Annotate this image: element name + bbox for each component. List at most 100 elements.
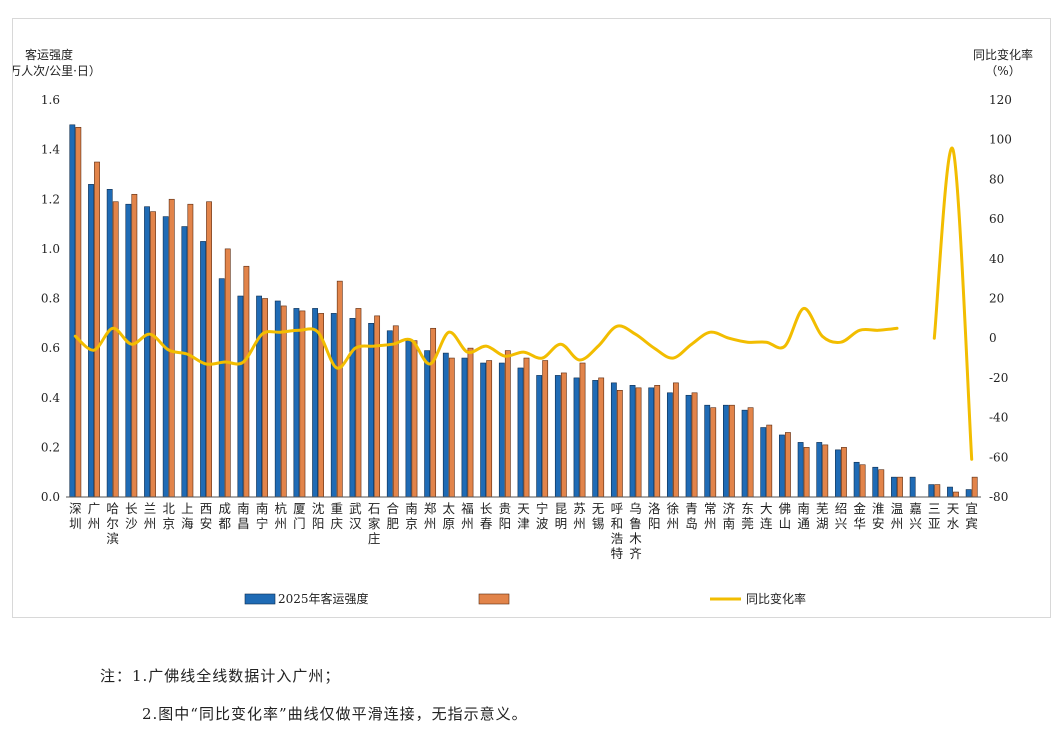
bar-2025 [274, 300, 281, 498]
bar-series-2 [523, 357, 530, 498]
bar-series-2 [654, 385, 661, 498]
bar-2025 [872, 466, 879, 498]
bar-series-2 [971, 476, 978, 498]
right-tick-label: 60 [989, 212, 1004, 226]
category-label: 西安 [200, 501, 213, 531]
bar-2025 [666, 392, 673, 498]
category-label: 苏州 [573, 501, 586, 531]
category-label: 淮安 [872, 501, 885, 531]
bar-2025 [442, 352, 449, 498]
category-label: 合肥 [387, 501, 400, 531]
bar-series-2 [299, 310, 306, 498]
left-tick-label: 0.8 [41, 292, 60, 306]
category-label: 南昌 [237, 501, 250, 531]
right-tick-label: 0 [989, 331, 997, 345]
left-axis-title: 客运强度 [25, 47, 73, 62]
bar-2025 [106, 189, 113, 498]
category-label: 武汉 [349, 501, 362, 531]
category-label: 大连 [760, 501, 773, 531]
bar-series-2 [934, 484, 941, 498]
yoy-change-line [932, 146, 974, 461]
category-label: 无锡 [592, 501, 605, 531]
bar-2025 [685, 394, 692, 498]
dual-axis-bar-line-chart: 客运强度 （万人次/公里·日） 同比变化率 （%） 0.0 0.2 0.4 0.6 0.8 1.0… [13, 47, 1033, 606]
bar-series-2 [243, 265, 250, 498]
bar-2025 [909, 476, 916, 498]
category-label: 乌鲁木齐 [629, 501, 642, 561]
bar-series-2 [542, 360, 549, 498]
chart-frame: 客运强度 （万人次/公里·日） 同比变化率 （%） 0.0 0.2 0.4 0.6 0.8 1.0… [12, 18, 1051, 618]
bar-2025 [573, 377, 580, 498]
bar-2025 [405, 340, 412, 498]
bar-series-2 [616, 390, 623, 498]
left-tick-label: 1.4 [41, 143, 60, 157]
footnote-2: 2.图中“同比变化率”曲线仅做平滑连接，无指示意义。 [142, 705, 528, 723]
right-tick-label: 20 [989, 292, 1004, 306]
bar-series-2 [150, 211, 156, 498]
bar-2025 [349, 318, 356, 498]
bar-2025 [760, 427, 767, 498]
right-axis-title: 同比变化率 [973, 47, 1033, 62]
category-label: 太原 [443, 501, 456, 531]
bar-series-2 [467, 347, 474, 498]
bar-series-2 [710, 407, 717, 498]
bar-series-2 [262, 298, 268, 498]
category-label: 常州 [704, 501, 717, 531]
footnote-1: 注：1.广佛线全线数据计入广州； [100, 667, 341, 685]
bar-series-2 [747, 407, 754, 498]
right-tick-label: -60 [989, 450, 1008, 464]
category-label: 哈尔滨 [106, 501, 119, 546]
right-tick-label: 120 [989, 93, 1012, 107]
category-label: 广州 [88, 501, 101, 531]
bar-2025 [928, 484, 935, 498]
category-label: 郑州 [424, 501, 437, 531]
category-label: 徐州 [667, 501, 680, 531]
category-label: 深圳 [69, 501, 82, 531]
bar-series-2 [430, 327, 437, 498]
bar-2025 [629, 385, 636, 498]
bar-series-2 [94, 161, 100, 498]
left-tick-label: 0.0 [41, 490, 60, 504]
bar-series-2 [560, 372, 567, 498]
bar-2025 [424, 350, 431, 498]
bar-series-2 [206, 201, 212, 498]
bar-series-2 [280, 305, 287, 498]
bar-2025 [237, 295, 244, 498]
bar-2025 [218, 278, 225, 498]
category-label: 昆明 [555, 501, 568, 531]
bar-2025 [648, 387, 655, 498]
category-label: 南京 [405, 501, 418, 531]
bar-2025 [592, 380, 599, 498]
bar-2025 [461, 357, 468, 498]
bar-2025 [181, 226, 188, 498]
category-label: 洛阳 [648, 501, 661, 531]
yoy-change-line [73, 306, 899, 370]
bar-2025 [779, 434, 785, 498]
bar-2025 [965, 489, 972, 498]
bar-2025 [723, 404, 729, 498]
bar-series-2 [355, 308, 362, 498]
category-label: 重庆 [331, 501, 344, 531]
bar-2025 [200, 241, 206, 498]
bar-series-2 [785, 432, 791, 498]
category-label: 青岛 [685, 501, 698, 531]
bar-series-2 [411, 340, 418, 498]
category-label: 南宁 [256, 501, 269, 531]
bar-series-2 [187, 203, 194, 498]
bar-series-2 [486, 360, 493, 498]
category-label: 呼和浩特 [611, 501, 624, 561]
bar-2025 [69, 124, 76, 498]
category-label: 宁波 [536, 501, 549, 531]
category-label: 福州 [461, 501, 474, 531]
category-label: 上海 [181, 501, 194, 531]
bar-2025 [330, 313, 337, 498]
bar-series-2 [635, 387, 642, 498]
bar-series-2 [75, 126, 82, 498]
bar-2025 [816, 442, 823, 498]
bar-series-2 [504, 350, 511, 498]
category-label: 金华 [853, 501, 866, 531]
bar-2025 [853, 461, 860, 498]
bar-2025 [610, 382, 617, 498]
left-tick-label: 1.6 [41, 93, 60, 107]
bar-series-2 [392, 325, 399, 498]
